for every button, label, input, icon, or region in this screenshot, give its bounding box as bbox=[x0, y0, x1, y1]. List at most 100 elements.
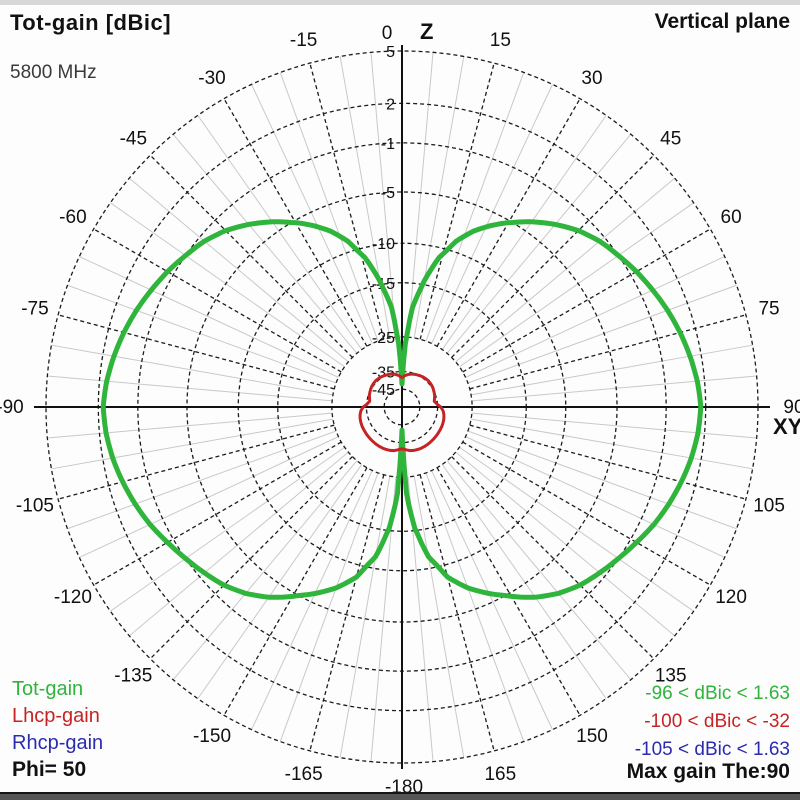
minor-spoke-line bbox=[197, 464, 363, 699]
minor-spoke-line bbox=[471, 412, 757, 439]
angle-label: -105 bbox=[16, 495, 54, 516]
minor-spoke-line bbox=[251, 470, 373, 730]
minor-spoke-line bbox=[470, 418, 753, 470]
minor-spoke-line bbox=[467, 284, 737, 384]
ring-db-label: -5 bbox=[381, 185, 395, 202]
ring-db-label: -35 bbox=[372, 364, 395, 381]
legend-item-tot-gain: Tot-gain bbox=[12, 678, 84, 700]
minor-spoke-line bbox=[251, 84, 373, 344]
series-legend: Tot-gain Lhcp-gain Rhcp-gain bbox=[12, 676, 103, 757]
minor-spoke-line bbox=[413, 56, 465, 339]
minor-spoke-line bbox=[110, 202, 345, 368]
minor-spoke-line bbox=[197, 115, 363, 350]
major-spoke-line bbox=[57, 424, 335, 500]
angle-label: -165 bbox=[285, 764, 323, 785]
minor-spoke-line bbox=[465, 256, 725, 378]
major-spoke-line bbox=[309, 474, 385, 752]
minor-spoke-line bbox=[441, 115, 607, 350]
minor-spoke-line bbox=[425, 72, 525, 342]
minor-spoke-line bbox=[446, 133, 632, 354]
ring-db-label: -1 bbox=[381, 136, 395, 153]
minor-spoke-line bbox=[446, 460, 632, 681]
angle-label: 135 bbox=[655, 666, 687, 687]
minor-spoke-line bbox=[467, 430, 737, 530]
angle-label: -60 bbox=[59, 207, 86, 228]
plot-title: Tot-gain [dBic] bbox=[10, 10, 172, 35]
series-curve-lhcp-gain bbox=[358, 372, 446, 453]
minor-spoke-line bbox=[47, 375, 333, 402]
minor-spoke-line bbox=[51, 344, 334, 396]
legend-item-rhcp-gain: Rhcp-gain bbox=[12, 732, 104, 754]
minor-spoke-line bbox=[370, 52, 397, 338]
minor-spoke-line bbox=[425, 472, 525, 742]
series-curve-tot-gain bbox=[100, 219, 704, 600]
minor-spoke-line bbox=[407, 52, 434, 338]
minor-spoke-line bbox=[128, 451, 349, 637]
angle-label: -45 bbox=[120, 128, 147, 149]
major-spoke-line bbox=[149, 154, 353, 358]
minor-spoke-line bbox=[47, 412, 333, 439]
angle-label: -150 bbox=[193, 726, 231, 747]
minor-spoke-line bbox=[79, 256, 339, 378]
angle-label: 0 bbox=[382, 23, 393, 44]
major-spoke-line bbox=[93, 228, 342, 373]
minor-spoke-line bbox=[339, 56, 391, 339]
angle-label: 75 bbox=[758, 299, 779, 320]
major-spoke-line bbox=[436, 467, 581, 716]
minor-spoke-line bbox=[459, 446, 694, 612]
angle-label: -75 bbox=[21, 299, 48, 320]
angle-label: 15 bbox=[490, 30, 511, 51]
minor-spoke-line bbox=[79, 436, 339, 558]
minor-spoke-line bbox=[470, 344, 753, 396]
major-spoke-line bbox=[149, 456, 353, 660]
max-gain-label: Max gain The:90 bbox=[626, 760, 790, 783]
minor-spoke-line bbox=[51, 418, 334, 470]
minor-spoke-line bbox=[279, 472, 379, 742]
minor-spoke-line bbox=[67, 284, 337, 384]
minor-spoke-line bbox=[339, 475, 391, 758]
minor-spoke-line bbox=[455, 451, 676, 637]
angle-label: -90 bbox=[0, 397, 24, 418]
angle-label: 150 bbox=[576, 726, 608, 747]
major-spoke-line bbox=[469, 424, 747, 500]
ring-db-label: -25 bbox=[372, 330, 395, 347]
minor-spoke-line bbox=[67, 430, 337, 530]
minor-spoke-line bbox=[431, 84, 553, 344]
angle-label: -30 bbox=[198, 68, 225, 89]
minor-spoke-line bbox=[465, 436, 725, 558]
major-spoke-line bbox=[309, 62, 385, 340]
top-border-strip bbox=[0, 0, 800, 5]
major-spoke-line bbox=[451, 456, 655, 660]
angle-label: 60 bbox=[721, 207, 742, 228]
minor-spoke-line bbox=[110, 446, 345, 612]
major-spoke-line bbox=[462, 228, 711, 373]
minor-spoke-line bbox=[279, 72, 379, 342]
minor-spoke-line bbox=[431, 470, 553, 730]
minor-spoke-line bbox=[413, 475, 465, 758]
major-spoke-line bbox=[57, 314, 335, 390]
major-spoke-line bbox=[419, 474, 495, 752]
z-axis-marker: Z bbox=[420, 19, 433, 44]
angle-label: 90 bbox=[783, 397, 800, 418]
angle-label: 120 bbox=[715, 587, 747, 608]
minor-spoke-line bbox=[471, 375, 757, 402]
angle-label: -120 bbox=[54, 587, 92, 608]
ring-db-label: 5 bbox=[386, 44, 395, 61]
ring-db-label: 2 bbox=[386, 96, 395, 113]
xy-plane-marker: XY bbox=[773, 414, 800, 439]
major-spoke-line bbox=[223, 467, 368, 716]
major-spoke-line bbox=[469, 314, 747, 390]
range-tot-gain: -96 < dBic < 1.63 bbox=[645, 683, 790, 704]
minor-spoke-line bbox=[128, 177, 349, 363]
bottom-border-bar bbox=[0, 792, 800, 800]
ring-db-label: -10 bbox=[372, 236, 395, 253]
phi-value-label: Phi= 50 bbox=[12, 758, 87, 781]
major-spoke-line bbox=[93, 441, 342, 586]
legend-item-lhcp-gain: Lhcp-gain bbox=[12, 705, 100, 727]
minor-spoke-line bbox=[459, 202, 694, 368]
gain-ranges: -96 < dBic < 1.63 -100 < dBic < -32 -105… bbox=[635, 680, 790, 764]
minor-spoke-line bbox=[441, 464, 607, 699]
plane-label: Vertical plane bbox=[654, 10, 790, 33]
major-spoke-line bbox=[451, 154, 655, 358]
